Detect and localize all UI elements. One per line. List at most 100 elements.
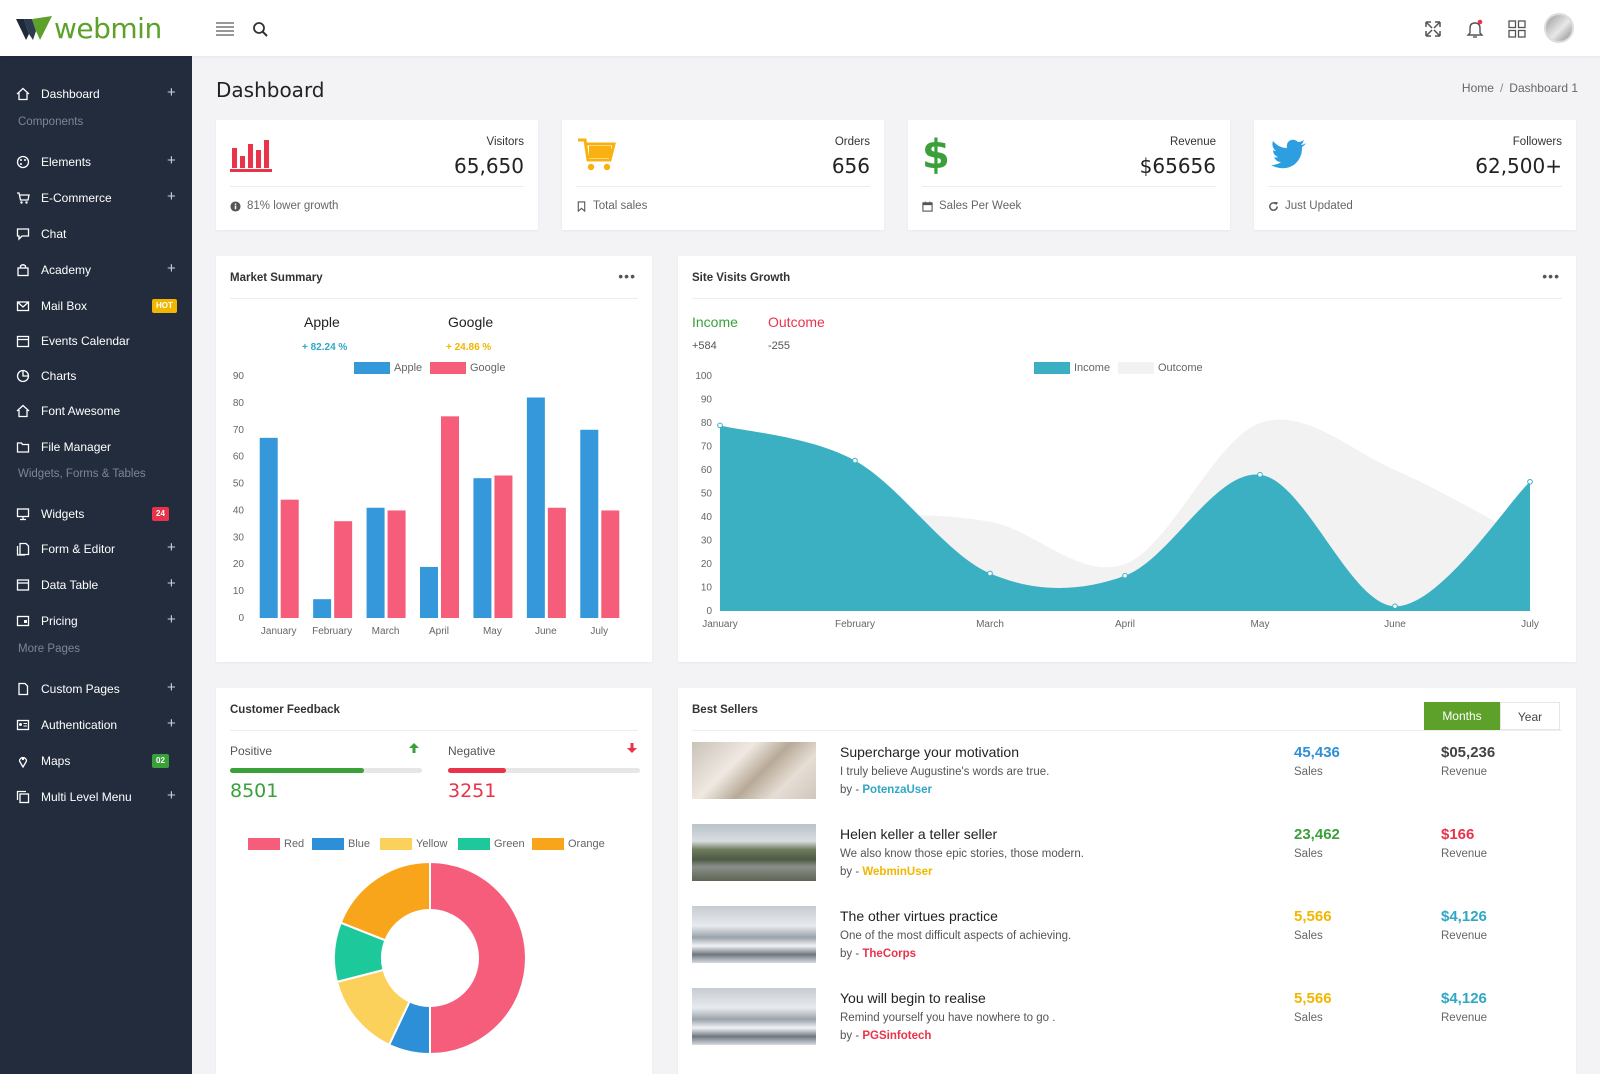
tab-year[interactable]: Year — [1500, 702, 1560, 730]
sidebar-item-events-calendar[interactable]: Events Calendar — [0, 328, 192, 354]
expand-plus-icon[interactable]: + — [167, 188, 176, 205]
sidebar-item-label: Custom Pages — [41, 682, 120, 696]
sidebar-section-heading: Widgets, Forms & Tables — [18, 468, 146, 480]
seller-row[interactable]: The other virtues practice One of the mos… — [692, 906, 1572, 966]
seller-thumbnail[interactable] — [692, 906, 816, 963]
bar-google-july[interactable] — [601, 510, 620, 618]
search-icon[interactable] — [250, 18, 272, 40]
sidebar-item-multi-level-menu[interactable]: Multi Level Menu + — [0, 784, 192, 810]
sidebar-item-charts[interactable]: Charts — [0, 363, 192, 389]
sidebar-item-elements[interactable]: Elements + — [0, 149, 192, 175]
sidebar-item-widgets[interactable]: Widgets 24 — [0, 501, 192, 527]
donut-slice-orange[interactable] — [339, 860, 431, 942]
sidebar-item-dashboard[interactable]: Dashboard + — [0, 81, 192, 107]
arrow-down-icon — [627, 743, 637, 753]
bar-apple-march[interactable] — [366, 507, 385, 618]
bar-google-january[interactable] — [280, 499, 299, 618]
site-visits-panel: Site Visits Growth ••• Income +584 Outco… — [678, 256, 1576, 662]
seller-author-link[interactable]: PotenzaUser — [862, 784, 933, 796]
tab-months[interactable]: Months — [1424, 702, 1500, 730]
x-tick-label: March — [372, 626, 400, 637]
sidebar-item-chat[interactable]: Chat — [0, 221, 192, 247]
sidebar-item-e-commerce[interactable]: E-Commerce + — [0, 185, 192, 211]
seller-title[interactable]: The other virtues practice — [840, 908, 998, 924]
sidebar-item-label: Charts — [41, 369, 77, 383]
notification-bell-icon[interactable] — [1464, 18, 1486, 40]
data-point-income[interactable] — [1257, 471, 1263, 478]
sidebar-item-file-manager[interactable]: File Manager — [0, 434, 192, 460]
seller-byline: by - PGSinfotech — [840, 1030, 931, 1042]
y-tick-label: 90 — [701, 395, 713, 406]
sidebar: Dashboard + Elements + E-Commerce + Chat Academ… — [0, 56, 192, 1074]
expand-plus-icon[interactable]: + — [167, 152, 176, 169]
data-point-income[interactable] — [1527, 478, 1533, 485]
fullscreen-icon[interactable] — [1422, 18, 1444, 40]
seller-thumbnail[interactable] — [692, 824, 816, 881]
expand-plus-icon[interactable]: + — [167, 539, 176, 556]
seller-author-link[interactable]: PGSinfotech — [862, 1030, 932, 1042]
bar-apple-july[interactable] — [580, 429, 599, 618]
bar-apple-january[interactable] — [259, 437, 278, 618]
expand-plus-icon[interactable]: + — [167, 787, 176, 804]
bar-apple-february[interactable] — [313, 599, 332, 618]
logo[interactable]: webmin — [16, 12, 162, 45]
expand-plus-icon[interactable]: + — [167, 611, 176, 628]
seller-title[interactable]: Helen keller a teller seller — [840, 826, 998, 842]
y-tick-label: 50 — [701, 489, 713, 500]
x-tick-label: January — [261, 626, 297, 637]
bar-google-april[interactable] — [441, 416, 459, 618]
seller-title[interactable]: You will begin to realise — [840, 990, 986, 1006]
sidebar-item-font-awesome[interactable]: Font Awesome — [0, 398, 192, 424]
breadcrumb-home-link[interactable]: Home — [1461, 81, 1494, 95]
bar-google-march[interactable] — [387, 510, 406, 618]
legend-item-apple: Apple — [354, 362, 422, 374]
bar-google-may[interactable] — [494, 475, 513, 618]
bar-apple-june[interactable] — [526, 397, 545, 618]
expand-plus-icon[interactable]: + — [167, 84, 176, 101]
data-point-income[interactable] — [852, 457, 858, 464]
seller-author-link[interactable]: TheCorps — [862, 948, 917, 960]
seller-thumbnail[interactable] — [692, 988, 816, 1045]
sidebar-item-mail-box[interactable]: Mail Box HOT — [0, 293, 192, 319]
seller-row[interactable]: You will begin to realise Remind yourself… — [692, 988, 1572, 1048]
menu-toggle-icon[interactable] — [214, 18, 236, 40]
sidebar-item-form-editor[interactable]: Form & Editor + — [0, 536, 192, 562]
y-tick-label: 90 — [233, 371, 245, 382]
user-avatar[interactable] — [1544, 13, 1574, 43]
more-options-icon[interactable]: ••• — [618, 268, 636, 284]
bar-apple-april[interactable] — [420, 566, 438, 618]
bar-google-february[interactable] — [334, 521, 353, 618]
data-point-income[interactable] — [1392, 603, 1398, 610]
sidebar-item-label: Font Awesome — [41, 404, 121, 418]
bar-google-june[interactable] — [547, 507, 566, 618]
seller-author-link[interactable]: WebminUser — [862, 866, 933, 878]
x-tick-label: May — [1251, 619, 1270, 630]
sidebar-item-label: Elements — [41, 155, 92, 169]
legend-label: Red — [284, 838, 305, 850]
data-point-income[interactable] — [987, 570, 993, 577]
seller-title[interactable]: Supercharge your motivation — [840, 744, 1019, 760]
divider — [692, 298, 1562, 299]
expand-plus-icon[interactable]: + — [167, 679, 176, 696]
data-point-income[interactable] — [717, 422, 723, 429]
sidebar-item-authentication[interactable]: Authentication + — [0, 712, 192, 738]
seller-thumbnail[interactable] — [692, 742, 816, 799]
donut-slice-red[interactable] — [429, 860, 527, 1056]
seller-row[interactable]: Helen keller a teller seller We also know… — [692, 824, 1572, 884]
legend-swatch — [380, 838, 412, 850]
sidebar-item-data-table[interactable]: Data Table + — [0, 572, 192, 598]
apps-grid-icon[interactable] — [1506, 18, 1528, 40]
bar-apple-may[interactable] — [473, 478, 492, 618]
sidebar-item-custom-pages[interactable]: Custom Pages + — [0, 676, 192, 702]
sidebar-item-academy[interactable]: Academy + — [0, 257, 192, 283]
seller-revenue-label: Revenue — [1441, 766, 1488, 778]
expand-plus-icon[interactable]: + — [167, 260, 176, 277]
sidebar-item-maps[interactable]: Maps 02 — [0, 748, 192, 774]
expand-plus-icon[interactable]: + — [167, 715, 176, 732]
data-point-income[interactable] — [1122, 572, 1128, 579]
expand-plus-icon[interactable]: + — [167, 575, 176, 592]
sidebar-item-pricing[interactable]: Pricing + — [0, 608, 192, 634]
seller-row[interactable]: Supercharge your motivation I truly belie… — [692, 742, 1572, 802]
stat-card-revenue: $ Revenue $65656 Sales Per Week — [908, 120, 1230, 230]
more-options-icon[interactable]: ••• — [1542, 268, 1560, 284]
